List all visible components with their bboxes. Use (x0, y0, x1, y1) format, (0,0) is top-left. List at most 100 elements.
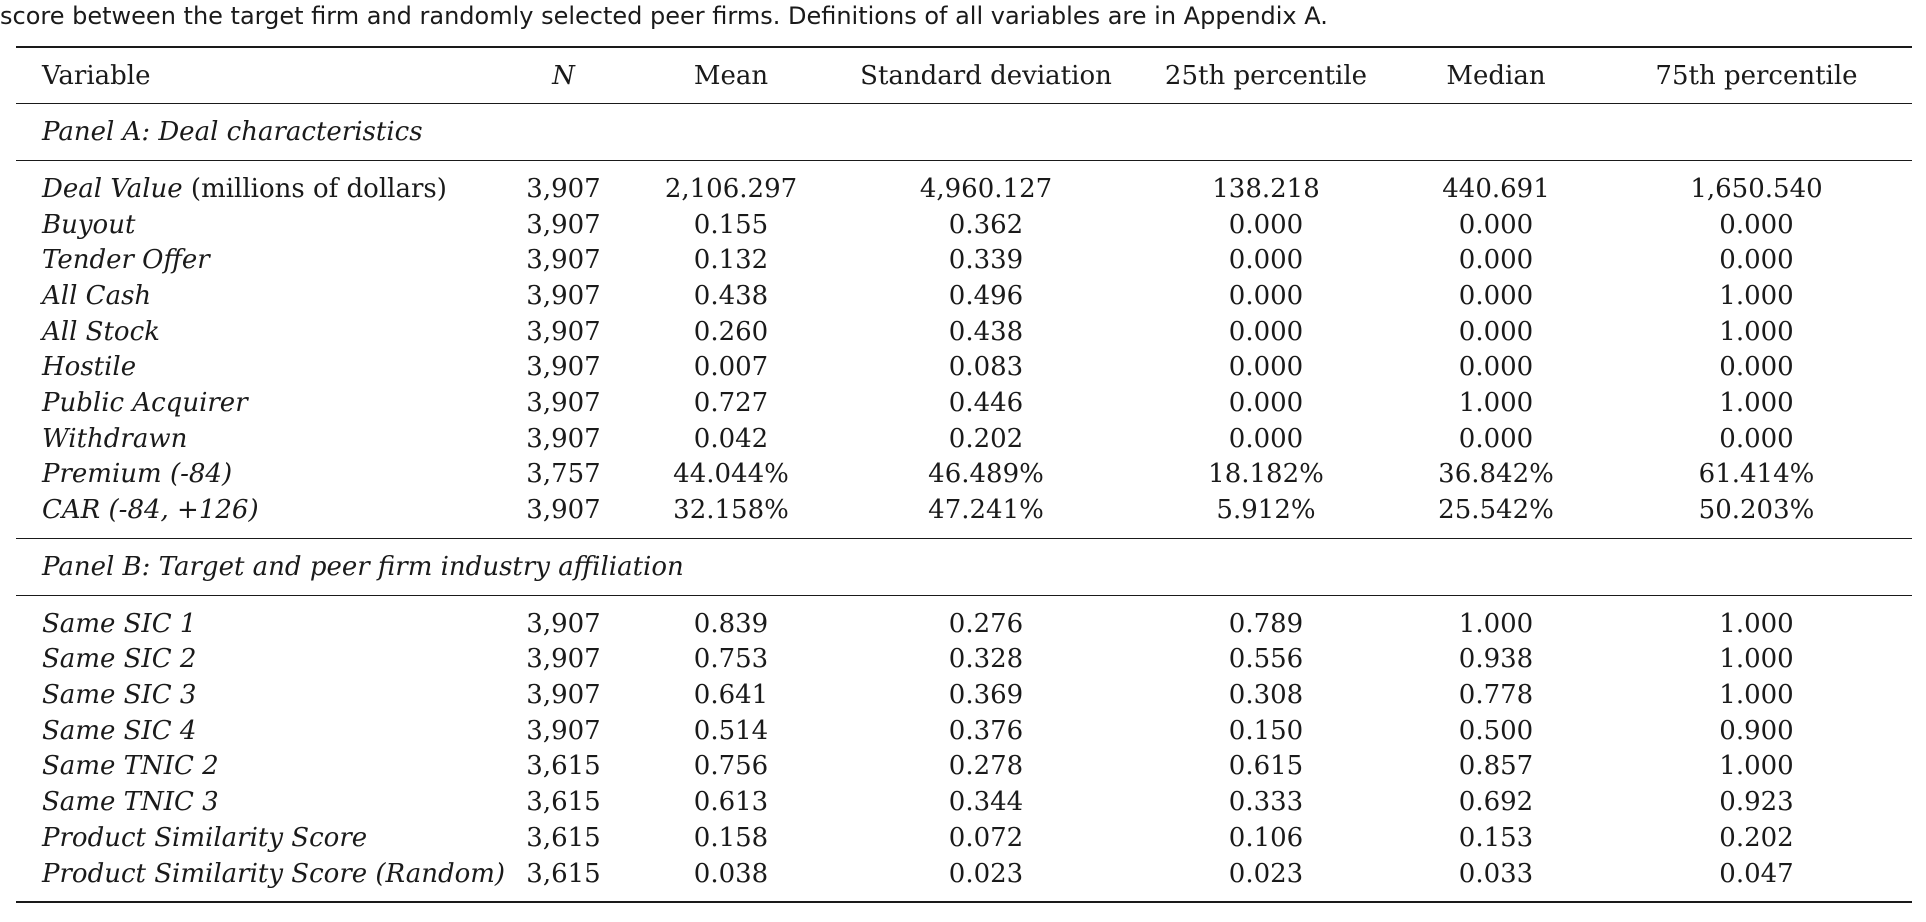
header-75th-percentile: 75th percentile (1655, 60, 1858, 91)
75th-percentile-cell: 0.202 (1719, 822, 1794, 853)
standard-deviation-cell: 0.496 (948, 280, 1024, 311)
table-row: Premium (-84) 3,757 44.044% 46.489% 18.182% 3… (16, 457, 1912, 493)
table-header: Variable N Mean Standard deviation 25th … (16, 47, 1912, 104)
n-cell: 3,615 (526, 822, 601, 853)
75th-percentile-cell: 0.000 (1719, 423, 1794, 454)
median-cell: 0.857 (1458, 751, 1534, 782)
mean-cell: 0.038 (693, 858, 769, 889)
25th-percentile-cell: 0.023 (1228, 858, 1304, 889)
mean-cell: 0.158 (693, 822, 769, 853)
variable-cell: CAR (-84, +126) (16, 492, 496, 538)
mean-cell: 2,106.297 (664, 173, 798, 204)
75th-percentile-cell: 0.000 (1719, 209, 1794, 240)
variable-cell: Deal Value (millions of dollars) (16, 161, 496, 207)
median-cell: 0.500 (1458, 715, 1534, 746)
variable-name: Buyout (42, 209, 136, 240)
standard-deviation-cell: 46.489% (928, 459, 1044, 490)
n-cell: 3,907 (526, 173, 601, 204)
mean-cell: 32.158% (673, 495, 789, 526)
table-caption: score between the target firm and random… (0, 2, 1328, 30)
n-cell: 3,615 (526, 858, 601, 889)
median-cell: 0.000 (1458, 423, 1534, 454)
variable-cell: Hostile (16, 349, 496, 385)
median-cell: 0.033 (1458, 858, 1534, 889)
median-cell: 0.153 (1458, 822, 1534, 853)
mean-cell: 0.042 (693, 423, 769, 454)
75th-percentile-cell: 1.000 (1719, 680, 1794, 711)
variable-cell: Public Acquirer (16, 385, 496, 421)
25th-percentile-cell: 0.000 (1228, 423, 1304, 454)
table-row: Tender Offer 3,907 0.132 0.339 0.000 0.000 0.0… (16, 242, 1912, 278)
median-cell: 440.691 (1442, 173, 1550, 204)
variable-cell: Premium (-84) (16, 457, 496, 493)
mean-cell: 0.613 (693, 787, 769, 818)
variable-name: Public Acquirer (42, 387, 248, 418)
25th-percentile-cell: 0.556 (1228, 644, 1304, 675)
25th-percentile-cell: 138.218 (1212, 173, 1320, 204)
median-cell: 36.842% (1438, 459, 1554, 490)
75th-percentile-cell: 0.047 (1719, 858, 1794, 889)
25th-percentile-cell: 0.106 (1228, 822, 1304, 853)
mean-cell: 0.007 (693, 352, 769, 383)
variable-name: Premium (-84) (42, 459, 233, 490)
variable-name: Product Similarity Score (42, 822, 368, 853)
mean-cell: 0.727 (693, 387, 769, 418)
median-cell: 25.542% (1438, 495, 1554, 526)
table-row: All Stock 3,907 0.260 0.438 0.000 0.000 1.000 (16, 314, 1912, 350)
median-cell: 0.000 (1458, 316, 1534, 347)
75th-percentile-cell: 1.000 (1719, 608, 1794, 639)
25th-percentile-cell: 0.615 (1228, 751, 1304, 782)
mean-cell: 0.641 (693, 680, 769, 711)
median-cell: 0.778 (1458, 680, 1534, 711)
variable-name: All Stock (42, 316, 160, 347)
75th-percentile-cell: 1.000 (1719, 751, 1794, 782)
n-cell: 3,615 (526, 787, 601, 818)
variable-name: Withdrawn (42, 423, 188, 454)
header-median: Median (1446, 60, 1546, 91)
table-row: Same TNIC 2 3,615 0.756 0.278 0.615 0.857 1.00… (16, 749, 1912, 785)
n-cell: 3,907 (526, 245, 601, 276)
variable-cell: Buyout (16, 207, 496, 243)
summary-statistics-table: Variable N Mean Standard deviation 25th … (16, 46, 1912, 903)
standard-deviation-cell: 0.344 (948, 787, 1024, 818)
standard-deviation-cell: 0.328 (948, 644, 1024, 675)
standard-deviation-cell: 0.276 (948, 608, 1024, 639)
variable-cell: Product Similarity Score (16, 820, 496, 856)
variable-name: Deal Value (42, 173, 183, 204)
standard-deviation-cell: 0.278 (948, 751, 1024, 782)
25th-percentile-cell: 0.000 (1228, 209, 1304, 240)
mean-cell: 0.839 (693, 608, 769, 639)
panel-a-title: Panel A: Deal characteristics (42, 117, 423, 147)
n-cell: 3,907 (526, 495, 601, 526)
75th-percentile-cell: 1.000 (1719, 316, 1794, 347)
table-row: Same SIC 4 3,907 0.514 0.376 0.150 0.500 0.900 (16, 713, 1912, 749)
table-row: Buyout 3,907 0.155 0.362 0.000 0.000 0.000 (16, 207, 1912, 243)
variable-unit: (millions of dollars) (182, 173, 447, 204)
25th-percentile-cell: 0.308 (1228, 680, 1304, 711)
75th-percentile-cell: 0.900 (1719, 715, 1794, 746)
variable-cell: Same SIC 2 (16, 642, 496, 678)
variable-name: Same SIC 1 (42, 608, 197, 639)
panel-b-heading: Panel B: Target and peer firm industry a… (16, 538, 1912, 595)
25th-percentile-cell: 0.000 (1228, 387, 1304, 418)
median-cell: 1.000 (1458, 608, 1534, 639)
75th-percentile-cell: 0.000 (1719, 352, 1794, 383)
standard-deviation-cell: 0.339 (948, 245, 1024, 276)
table-row: Deal Value (millions of dollars) 3,907 2,1… (16, 160, 1912, 207)
75th-percentile-cell: 0.923 (1719, 787, 1794, 818)
n-cell: 3,907 (526, 644, 601, 675)
25th-percentile-cell: 5.912% (1216, 495, 1316, 526)
table-row: Withdrawn 3,907 0.042 0.202 0.000 0.000 0.000 (16, 421, 1912, 457)
variable-name: Product Similarity Score (Random) (42, 858, 506, 889)
variable-cell: All Cash (16, 278, 496, 314)
variable-name: Tender Offer (42, 245, 210, 276)
mean-cell: 0.438 (693, 280, 769, 311)
mean-cell: 0.514 (693, 715, 769, 746)
median-cell: 0.000 (1458, 245, 1534, 276)
75th-percentile-cell: 1,650.540 (1690, 173, 1823, 204)
75th-percentile-cell: 1.000 (1719, 280, 1794, 311)
standard-deviation-cell: 0.083 (948, 352, 1024, 383)
table-row: Same SIC 2 3,907 0.753 0.328 0.556 0.938 1.000 (16, 642, 1912, 678)
median-cell: 0.692 (1458, 787, 1534, 818)
